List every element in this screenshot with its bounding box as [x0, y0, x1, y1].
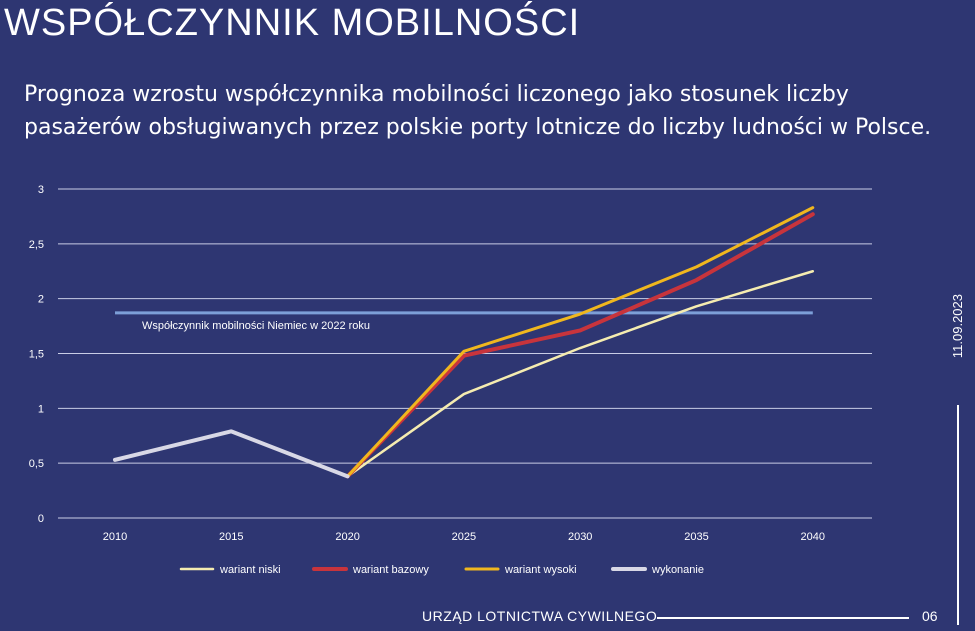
y-tick-label: 0	[38, 513, 44, 525]
x-tick-label: 2015	[219, 531, 243, 543]
x-tick-label: 2040	[801, 531, 825, 543]
slide-subtitle: Prognoza wzrostu współczynnika mobilnośc…	[24, 82, 932, 140]
reference-line-label: Współczynnik mobilności Niemiec w 2022 r…	[142, 320, 370, 332]
y-tick-label: 1,5	[29, 349, 44, 361]
x-tick-label: 2030	[568, 531, 592, 543]
footer-organization: URZĄD LOTNICTWA CYWILNEGO	[422, 608, 658, 624]
slide-date: 11.09.2023	[950, 294, 965, 359]
legend-label: wariant bazowy	[352, 564, 429, 576]
series-line-wariant-niski	[346, 270, 815, 478]
y-tick-label: 3	[38, 184, 44, 196]
x-tick-label: 2035	[684, 531, 708, 543]
x-tick-label: 2020	[335, 531, 359, 543]
legend-label: wykonanie	[651, 564, 704, 576]
legend-label: wariant wysoki	[504, 564, 577, 576]
x-tick-label: 2010	[103, 531, 127, 543]
y-tick-label: 2,5	[29, 239, 44, 251]
series-line-wykonanie	[113, 429, 350, 479]
y-tick-label: 1	[38, 403, 44, 415]
footer-divider	[657, 617, 909, 619]
page-number: 06	[922, 608, 938, 624]
y-tick-label: 0,5	[29, 458, 44, 470]
series-line-wariant-bazowy	[345, 212, 815, 479]
y-tick-label: 2	[38, 294, 44, 306]
legend-label: wariant niski	[219, 564, 281, 576]
x-tick-label: 2025	[452, 531, 476, 543]
date-divider	[957, 405, 959, 625]
series-line-wariant-wysoki	[346, 206, 815, 478]
slide-title: WSPÓŁCZYNNIK MOBILNOŚCI	[4, 2, 581, 44]
